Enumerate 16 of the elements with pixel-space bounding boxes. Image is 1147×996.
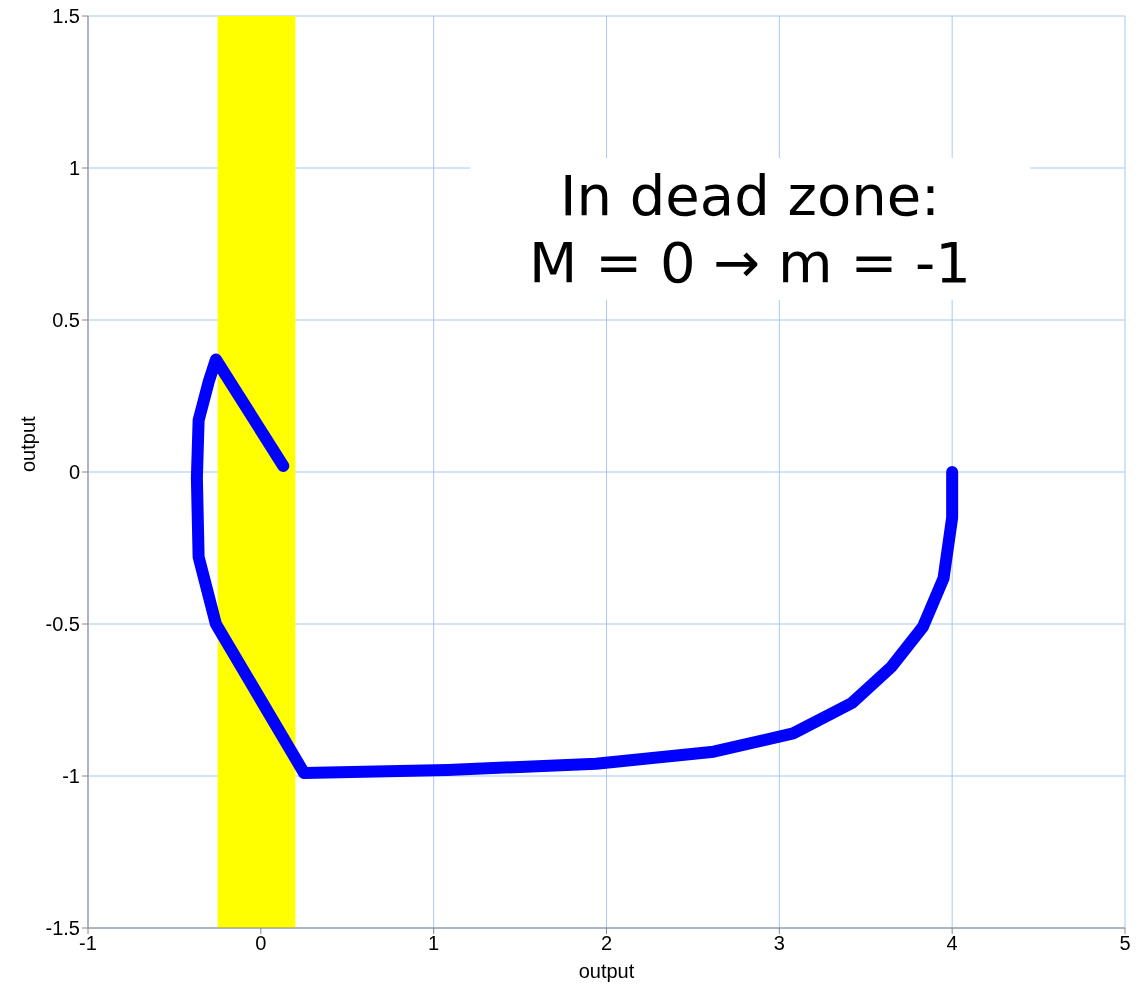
y-tick-label: 0.5 — [52, 309, 80, 332]
y-tick-label: 1 — [68, 157, 80, 180]
y-tick-label: -0.5 — [45, 613, 80, 636]
x-tick-label: 1 — [428, 932, 440, 955]
y-axis-title: output — [17, 415, 40, 472]
y-tick-label: -1.5 — [45, 917, 80, 940]
x-tick-label: 0 — [255, 932, 267, 955]
y-tick-label: 0 — [68, 461, 80, 484]
y-tick-label: -1 — [62, 765, 80, 788]
x-tick-label: 4 — [946, 932, 958, 955]
x-tick-label: 5 — [1119, 932, 1131, 955]
annotation: In dead zone: M = 0 → m = -1 — [470, 158, 1030, 301]
x-tick-label: 3 — [773, 932, 785, 955]
x-axis-title: output — [578, 960, 635, 982]
y-tick-label: 1.5 — [52, 5, 80, 28]
x-tick-label: 2 — [600, 932, 613, 955]
